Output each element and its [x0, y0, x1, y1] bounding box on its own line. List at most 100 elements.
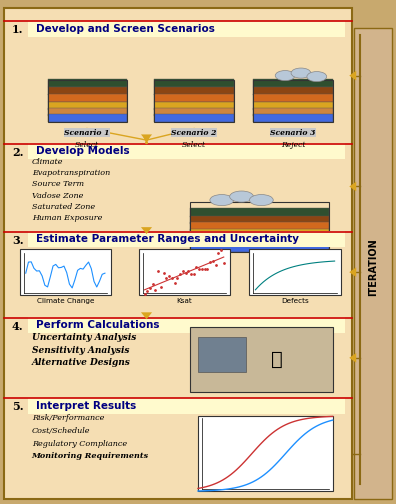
FancyBboxPatch shape [253, 79, 333, 87]
FancyBboxPatch shape [190, 327, 333, 392]
FancyBboxPatch shape [190, 208, 329, 217]
Text: Select: Select [182, 141, 206, 149]
Text: Select: Select [75, 141, 99, 149]
FancyBboxPatch shape [154, 94, 234, 102]
Text: Saturated Zone: Saturated Zone [32, 203, 95, 211]
FancyBboxPatch shape [198, 416, 333, 491]
Point [163, 279, 169, 287]
FancyBboxPatch shape [253, 102, 333, 110]
Text: 👥: 👥 [271, 350, 283, 369]
Text: Scenario 3: Scenario 3 [270, 129, 316, 137]
Point [150, 286, 156, 294]
Text: Evapotranspiration: Evapotranspiration [32, 169, 110, 177]
FancyBboxPatch shape [48, 79, 127, 87]
FancyBboxPatch shape [28, 143, 345, 159]
FancyBboxPatch shape [28, 398, 345, 414]
FancyBboxPatch shape [154, 114, 234, 122]
Text: Interpret Results: Interpret Results [36, 401, 136, 411]
FancyBboxPatch shape [154, 79, 234, 87]
Text: Uncertainty Analysis: Uncertainty Analysis [32, 333, 136, 342]
FancyBboxPatch shape [154, 108, 234, 116]
FancyArrowPatch shape [141, 312, 152, 319]
Point [193, 269, 200, 277]
Point [182, 268, 188, 276]
FancyBboxPatch shape [154, 102, 234, 110]
Text: Estimate Parameter Ranges and Uncertainty: Estimate Parameter Ranges and Uncertaint… [36, 234, 299, 244]
Ellipse shape [307, 72, 327, 82]
FancyBboxPatch shape [154, 87, 234, 95]
Text: 1.: 1. [12, 24, 23, 35]
Point [202, 261, 208, 269]
Text: Climate Change: Climate Change [36, 298, 94, 304]
FancyBboxPatch shape [190, 222, 329, 231]
FancyBboxPatch shape [190, 216, 329, 224]
Point [141, 282, 148, 290]
FancyBboxPatch shape [249, 249, 341, 295]
Point [177, 270, 183, 278]
Point [221, 249, 227, 258]
Point [174, 271, 181, 279]
Point [180, 274, 186, 282]
FancyBboxPatch shape [253, 114, 333, 122]
Point [207, 258, 213, 266]
Text: Ksat: Ksat [176, 298, 192, 304]
FancyBboxPatch shape [190, 243, 329, 252]
Text: Cost/Schedule: Cost/Schedule [32, 427, 90, 435]
Point [166, 278, 172, 286]
FancyBboxPatch shape [253, 108, 333, 116]
Text: Regulatory Compliance: Regulatory Compliance [32, 439, 127, 448]
Ellipse shape [230, 191, 253, 202]
Text: Scenario 2: Scenario 2 [171, 129, 217, 137]
Text: Climate: Climate [32, 158, 63, 166]
Point [215, 249, 221, 258]
FancyBboxPatch shape [48, 114, 127, 122]
Text: 3.: 3. [12, 235, 23, 246]
FancyBboxPatch shape [28, 21, 345, 37]
Ellipse shape [275, 71, 295, 81]
Point [218, 253, 224, 261]
Text: Develop Models: Develop Models [36, 146, 129, 156]
Text: Defects: Defects [281, 298, 309, 304]
FancyArrowPatch shape [141, 135, 152, 141]
FancyBboxPatch shape [28, 317, 345, 333]
FancyBboxPatch shape [253, 87, 333, 95]
Text: Monitoring Requirements: Monitoring Requirements [32, 452, 149, 460]
Ellipse shape [291, 68, 311, 78]
FancyArrowPatch shape [349, 181, 356, 192]
Point [190, 267, 197, 275]
Text: Sensitivity Analysis: Sensitivity Analysis [32, 346, 129, 355]
FancyBboxPatch shape [190, 236, 329, 245]
FancyBboxPatch shape [28, 231, 345, 247]
FancyBboxPatch shape [48, 102, 127, 110]
Text: Reject: Reject [281, 141, 305, 149]
FancyBboxPatch shape [198, 337, 246, 372]
Point [169, 269, 175, 277]
Text: Vadose Zone: Vadose Zone [32, 192, 83, 200]
FancyBboxPatch shape [190, 229, 329, 238]
Point [188, 272, 194, 280]
Point [204, 268, 211, 276]
FancyArrowPatch shape [349, 267, 356, 277]
Text: 5.: 5. [12, 401, 23, 412]
Ellipse shape [249, 195, 273, 206]
Text: Develop and Screen Scenarios: Develop and Screen Scenarios [36, 24, 215, 34]
Text: Scenario 1: Scenario 1 [65, 129, 110, 137]
Ellipse shape [210, 195, 234, 206]
Point [212, 261, 219, 269]
Point [209, 253, 216, 261]
FancyArrowPatch shape [349, 71, 356, 81]
FancyBboxPatch shape [253, 94, 333, 102]
Point [196, 267, 202, 275]
FancyArrowPatch shape [349, 353, 356, 363]
FancyBboxPatch shape [4, 8, 352, 499]
Point [155, 276, 161, 284]
Point [199, 265, 205, 273]
Text: Source Term: Source Term [32, 180, 84, 188]
FancyBboxPatch shape [20, 249, 111, 295]
FancyBboxPatch shape [48, 94, 127, 102]
FancyArrowPatch shape [141, 227, 152, 234]
FancyBboxPatch shape [48, 108, 127, 116]
Text: 4.: 4. [12, 321, 23, 332]
FancyBboxPatch shape [139, 249, 230, 295]
Point [171, 277, 178, 285]
